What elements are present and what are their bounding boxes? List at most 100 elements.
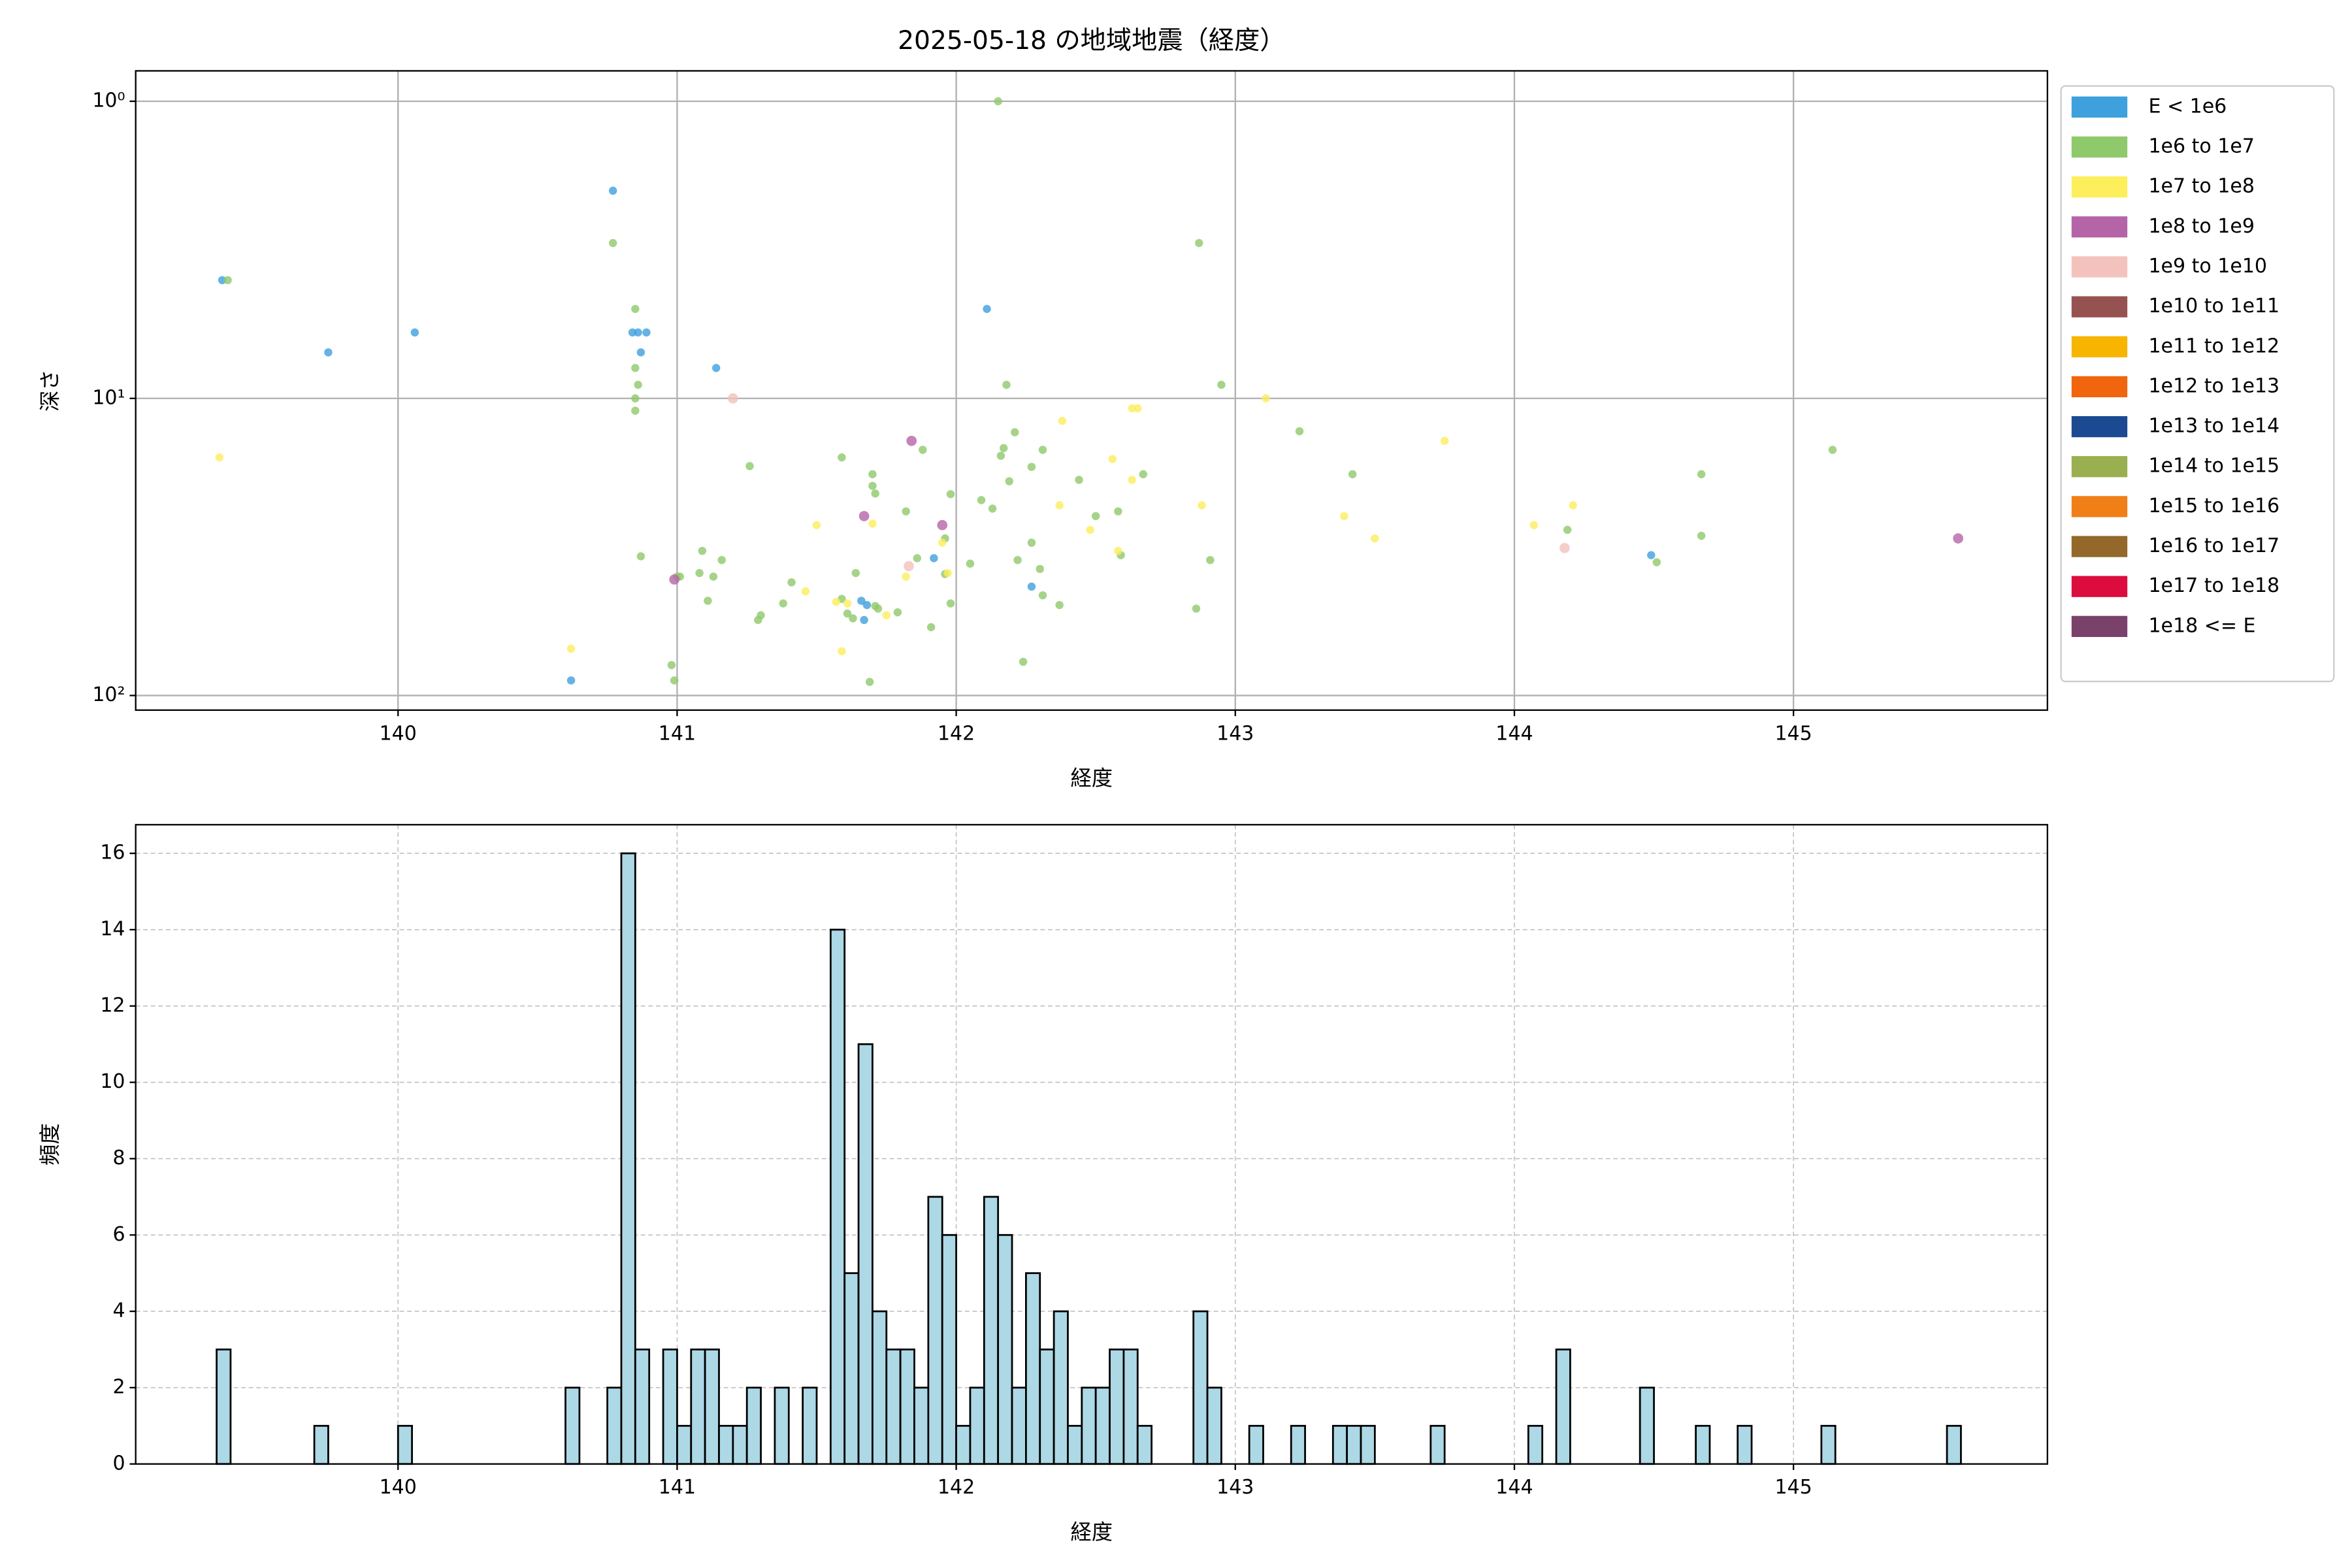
histogram-bar (857, 1043, 874, 1465)
scatter-point (874, 604, 883, 613)
scatter-point (1002, 380, 1011, 389)
legend-swatch (2071, 136, 2128, 158)
scatter-point (1036, 564, 1044, 574)
scatter-point (1953, 533, 1963, 544)
histogram-bar (829, 928, 846, 1465)
x-tick-label: 141 (659, 1476, 696, 1499)
scatter-point (838, 647, 846, 656)
scatter-point (1058, 416, 1067, 425)
scatter-point (966, 559, 975, 568)
histogram-bar (1192, 1310, 1209, 1465)
scatter-point (1206, 555, 1215, 564)
scatter-point (1559, 543, 1570, 553)
scatter-point (1647, 551, 1656, 559)
histogram-bar (313, 1424, 329, 1465)
histogram-bar (1109, 1348, 1125, 1465)
scatter-point (566, 676, 576, 685)
histogram-bar (216, 1348, 232, 1465)
scatter-point (634, 380, 642, 389)
y-tick-label: 6 (112, 1223, 125, 1246)
x-tick-label: 142 (938, 1476, 975, 1499)
scatter-point (787, 578, 796, 587)
legend-swatch (2071, 456, 2128, 478)
legend-swatch (2071, 496, 2128, 517)
chart-title: 2025-05-18 の地域地震（経度） (898, 26, 1285, 56)
scatter-point (868, 519, 877, 528)
legend-swatch (2071, 256, 2128, 278)
scatter-point (860, 615, 868, 625)
legend-box (2060, 85, 2335, 683)
scatter-point (977, 496, 986, 504)
histogram-bar (1206, 1386, 1222, 1465)
scatter-point (1114, 507, 1122, 515)
scatter-point (1075, 476, 1083, 484)
legend-label: 1e14 to 1e15 (2148, 455, 2279, 478)
histogram-bar (1555, 1348, 1571, 1465)
scatter-point (1195, 238, 1203, 248)
histogram-bar (1695, 1424, 1711, 1465)
scatter-point (218, 276, 227, 285)
scatter-point (893, 608, 902, 617)
histogram-bar (676, 1424, 693, 1465)
scatter-point (1192, 604, 1201, 613)
histogram-bar (899, 1348, 915, 1465)
scatter-point (812, 521, 821, 529)
histogram-bar (1290, 1424, 1306, 1465)
histogram-bar (718, 1424, 734, 1465)
scatter-point (636, 552, 645, 561)
scatter-point (1114, 546, 1122, 555)
scatter-point (926, 623, 936, 632)
histogram-bar (1053, 1310, 1069, 1465)
scatter-point (999, 444, 1008, 453)
scatter-point (695, 568, 704, 578)
scatter-point (1055, 600, 1064, 610)
scatter-point (868, 482, 877, 490)
y-axis-label: 頻度 (37, 1123, 62, 1166)
y-tick-label: 16 (100, 841, 125, 864)
histogram-bar (1360, 1424, 1376, 1465)
scatter-point (882, 611, 891, 619)
legend-label: 1e9 to 1e10 (2148, 255, 2267, 278)
scatter-point (1055, 501, 1064, 510)
y-tick-label: 4 (112, 1299, 125, 1322)
scatter-point (704, 596, 712, 605)
histogram-bar (1527, 1424, 1544, 1465)
scatter-point (642, 328, 651, 337)
legend-swatch (2071, 416, 2128, 438)
x-tick-label: 140 (380, 722, 417, 745)
scatter-point (1091, 512, 1100, 521)
scatter-point (631, 304, 640, 314)
histogram-bar (1136, 1424, 1152, 1465)
histogram-bar (732, 1424, 748, 1465)
scatter-point (709, 572, 718, 581)
scatter-point (1217, 380, 1226, 389)
scatter-point (711, 363, 721, 372)
scatter-point (667, 661, 676, 670)
legend-swatch (2071, 615, 2128, 637)
histogram-bar (1639, 1386, 1655, 1465)
x-tick-label: 143 (1217, 1476, 1254, 1499)
scatter-point (996, 451, 1005, 460)
legend-label: 1e13 to 1e14 (2148, 415, 2279, 438)
y-tick-label: 0 (112, 1452, 125, 1475)
scatter-point (779, 599, 787, 608)
scatter-point (1348, 470, 1357, 479)
legend-label: 1e15 to 1e16 (2148, 495, 2279, 517)
legend-swatch (2071, 576, 2128, 597)
scatter-point (1108, 455, 1117, 463)
scatter-point (1139, 470, 1148, 479)
legend-swatch (2071, 176, 2128, 198)
scatter-point (608, 186, 617, 195)
scatter-point (1697, 470, 1706, 479)
legend-label: 1e10 to 1e11 (2148, 295, 2279, 318)
legend-label: 1e18 <= E (2148, 614, 2255, 637)
scatter-point (1013, 555, 1022, 564)
scatter-point (988, 504, 997, 513)
histogram-bar (1067, 1424, 1083, 1465)
scatter-point (902, 507, 910, 515)
scatter-point (1529, 521, 1539, 529)
y-tick-label: 10 (100, 1070, 125, 1093)
legend-label: 1e16 to 1e17 (2148, 534, 2279, 557)
legend-label: 1e12 to 1e13 (2148, 374, 2279, 397)
scatter-point (994, 97, 1002, 106)
